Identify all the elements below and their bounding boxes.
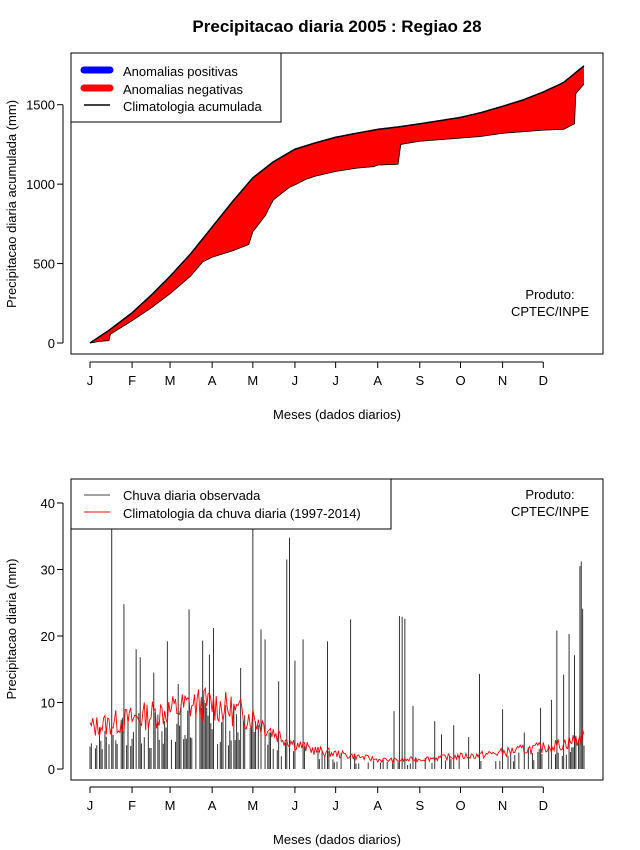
p2-x-tick-label-6: J bbox=[292, 798, 299, 813]
p2-x-tick-label-10: O bbox=[455, 798, 465, 813]
p2-y-tick-label: 20 bbox=[41, 629, 55, 644]
p2-legend-box bbox=[70, 478, 392, 530]
p2-x-tick-label-9: S bbox=[415, 798, 424, 813]
p2-x-tick-label-7: J bbox=[332, 798, 339, 813]
p1-lines bbox=[89, 65, 585, 344]
p2-x-axis-label: Meses (dados diarios) bbox=[273, 832, 401, 847]
p1-observed-cumulative-line bbox=[89, 83, 585, 344]
p1-x-tick-label-7: J bbox=[332, 373, 339, 388]
p1-legend-label-negative: Anomalias negativas bbox=[123, 82, 243, 97]
p2-x-tick-label-3: M bbox=[165, 798, 176, 813]
p1-x-tick-label-2: F bbox=[128, 373, 136, 388]
p1-y-tick-label: 1000 bbox=[26, 177, 55, 192]
p2-legend: Chuva diaria observada Climatologia da c… bbox=[70, 478, 392, 530]
p1-y-tick-label: 0 bbox=[48, 336, 55, 351]
p1-x-tick-label-4: A bbox=[208, 373, 217, 388]
p1-climatology-line bbox=[89, 65, 585, 344]
p2-y-tick-label: 40 bbox=[41, 496, 55, 511]
p2-legend-label-observed: Chuva diaria observada bbox=[123, 488, 261, 503]
p2-climatology-path bbox=[89, 686, 585, 765]
p1-x-tick-label-6: J bbox=[292, 373, 299, 388]
p2-x-tick-label-11: N bbox=[498, 798, 507, 813]
p2-x-tick-label-12: D bbox=[539, 798, 548, 813]
p2-x-tick-label-5: M bbox=[247, 798, 258, 813]
p1-y-axis-label: Precipitacao diaria acumulada (mm) bbox=[4, 100, 19, 308]
p1-legend-label-positive: Anomalias positivas bbox=[123, 64, 238, 79]
p1-y-tick-label: 500 bbox=[33, 257, 55, 272]
p1-plot-frame bbox=[70, 52, 604, 355]
p1-negative-anomaly-fill bbox=[90, 65, 584, 343]
p1-x-tick-label-1: J bbox=[87, 373, 94, 388]
p1-annotation-line-1: Produto: bbox=[525, 287, 574, 302]
p1-x-tick-label-12: D bbox=[539, 373, 548, 388]
p2-x-tick-label-1: J bbox=[87, 798, 94, 813]
p2-legend-label-climatology: Climatologia da chuva diaria (1997-2014) bbox=[123, 506, 361, 521]
p1-anomaly-area bbox=[90, 65, 584, 343]
p2-y-axis-label: Precipitacao diaria (mm) bbox=[4, 559, 19, 700]
p2-x-tick-label-4: A bbox=[208, 798, 217, 813]
p1-annotation-line-2: CPTEC/INPE bbox=[511, 304, 589, 319]
p1-x-tick-label-11: N bbox=[498, 373, 507, 388]
p2-y-tick-label: 30 bbox=[41, 563, 55, 578]
p2-y-tick-label: 0 bbox=[48, 762, 55, 777]
page-title: Precipitacao diaria 2005 : Regiao 28 bbox=[192, 17, 481, 36]
p2-daily-bars bbox=[89, 526, 585, 769]
p1-x-axis-label: Meses (dados diarios) bbox=[273, 407, 401, 422]
p1-x-tick-label-9: S bbox=[415, 373, 424, 388]
p2-annotation-line-2: CPTEC/INPE bbox=[511, 504, 589, 519]
p2-y-tick-label: 10 bbox=[41, 696, 55, 711]
p2-annotation-line-1: Produto: bbox=[525, 487, 574, 502]
p1-legend: Anomalias positivas Anomalias negativas … bbox=[70, 52, 282, 123]
p2-x-tick-label-8: A bbox=[373, 798, 382, 813]
p1-x-tick-label-8: A bbox=[373, 373, 382, 388]
daily-chart: 0 10 20 30 40 J F M A M J J A S O N D Precipitacao diar… bbox=[4, 478, 604, 847]
p1-y-axis: 0 500 1000 1500 bbox=[26, 98, 64, 351]
p1-x-tick-label-10: O bbox=[455, 373, 465, 388]
p1-x-tick-label-5: M bbox=[247, 373, 258, 388]
p2-climatology-line bbox=[89, 686, 585, 765]
p2-x-tick-label-2: F bbox=[128, 798, 136, 813]
p1-y-tick-label: 1500 bbox=[26, 98, 55, 113]
p1-x-tick-label-3: M bbox=[165, 373, 176, 388]
p2-y-axis: 0 10 20 30 40 bbox=[41, 496, 64, 777]
accumulated-chart: 0 500 1000 1500 J F M A M J J A S O N D Precipitacao d… bbox=[4, 52, 604, 422]
p1-legend-label-climatology: Climatologia acumulada bbox=[123, 99, 263, 114]
